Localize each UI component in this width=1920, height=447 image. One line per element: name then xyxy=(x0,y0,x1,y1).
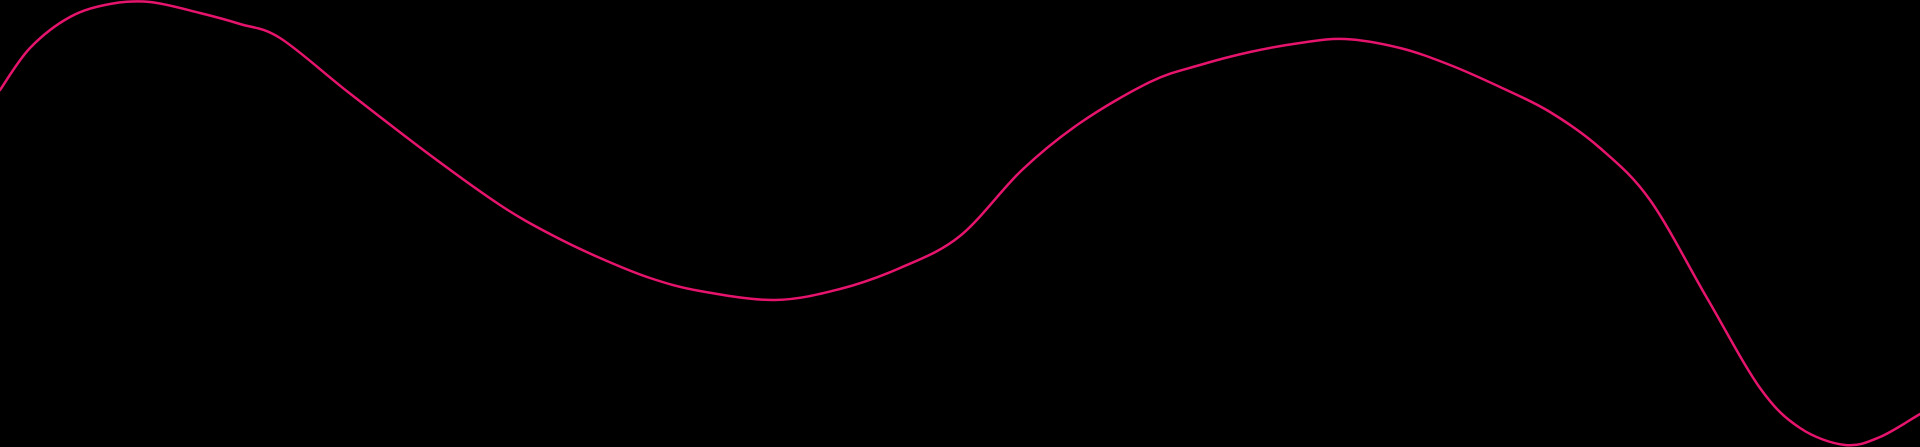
chart-stage xyxy=(0,0,1920,447)
curve-line xyxy=(0,0,1920,447)
line-chart-canvas xyxy=(0,0,1920,447)
